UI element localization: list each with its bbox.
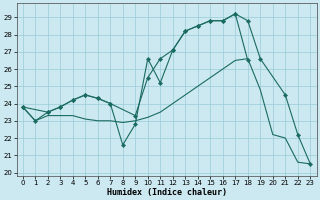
X-axis label: Humidex (Indice chaleur): Humidex (Indice chaleur) (107, 188, 227, 197)
